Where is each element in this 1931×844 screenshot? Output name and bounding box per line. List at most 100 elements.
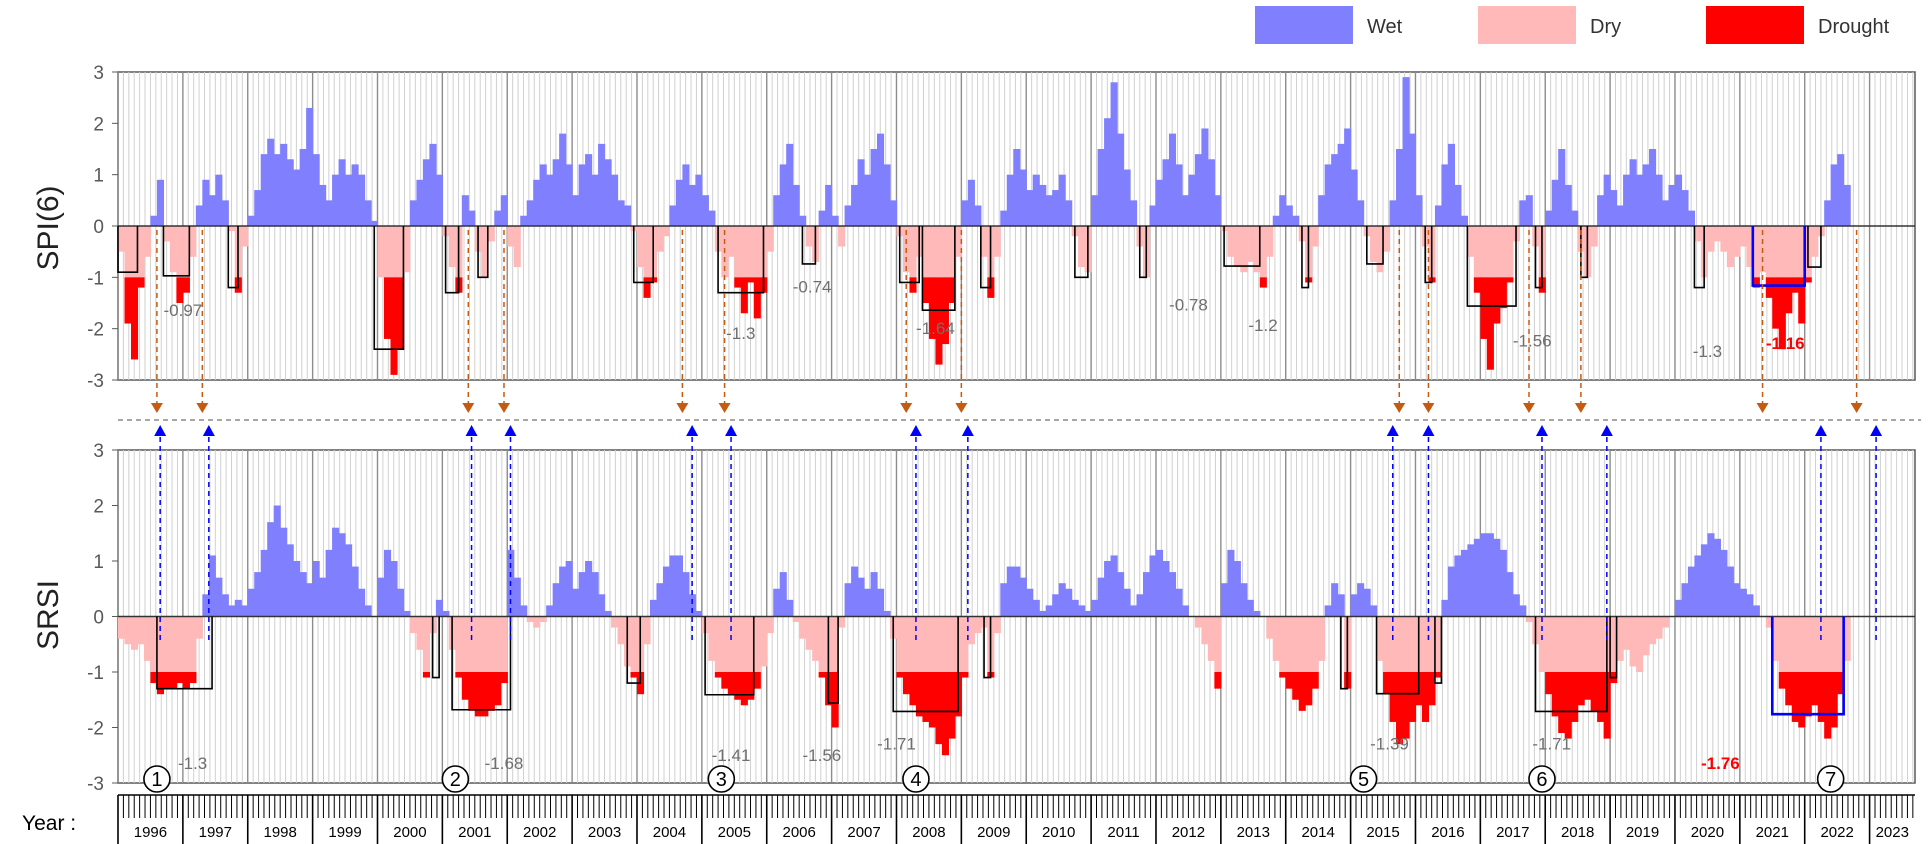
bar-dry (390, 226, 398, 278)
bar-dry (1396, 616, 1404, 672)
bar-dry (1778, 226, 1786, 278)
year-label: 2007 (847, 824, 880, 841)
bar-wet (202, 594, 210, 617)
bar-dry (189, 226, 197, 257)
bar-wet (1597, 195, 1605, 226)
bar-wet (312, 561, 320, 617)
bar-wet (1026, 190, 1034, 226)
bar-drought (1408, 672, 1417, 722)
bar-wet (306, 107, 314, 226)
year-label: 1996 (134, 824, 167, 841)
bar-dry (1713, 226, 1721, 242)
event-mean-label: -1.56 (1513, 332, 1552, 351)
bar-wet (383, 549, 392, 617)
bar-dry (760, 616, 768, 667)
bar-dry (721, 616, 729, 672)
bar-wet (591, 572, 599, 617)
bar-dry (1253, 226, 1261, 273)
bar-wet (1623, 174, 1631, 226)
bar-drought (909, 277, 917, 293)
bar-wet (325, 549, 333, 617)
bar-dry (1240, 226, 1248, 273)
y-tick-label: 3 (93, 63, 104, 84)
bar-wet (1460, 215, 1468, 226)
legend-label-dry: Dry (1590, 16, 1621, 38)
bar-wet (1396, 149, 1404, 226)
bar-dry (539, 616, 547, 623)
bar-wet (1026, 588, 1034, 617)
drought-event-line (1466, 226, 1517, 307)
bar-dry (1720, 226, 1728, 252)
bar-dry (1798, 616, 1806, 672)
bar-wet (364, 605, 372, 617)
bar-drought (1383, 672, 1391, 695)
bar-dry (838, 226, 846, 247)
bar-wet (1363, 588, 1371, 617)
bar-wet (1084, 610, 1092, 617)
bar-dry (1486, 226, 1494, 278)
bar-wet (422, 159, 430, 226)
bar-drought (1279, 672, 1287, 678)
bar-drought (494, 672, 502, 706)
bar-wet (1415, 195, 1423, 226)
event-number-circle (143, 765, 171, 793)
bar-wet (1052, 190, 1060, 226)
y-tick-label: -2 (87, 320, 104, 341)
legend-label-wet: Wet (1367, 16, 1403, 38)
bar-wet (831, 215, 839, 226)
event-number-circle (1528, 765, 1556, 793)
bar-dry (396, 226, 405, 278)
bar-wet (403, 610, 411, 617)
bar-wet (1130, 200, 1138, 226)
bar-drought (1493, 277, 1501, 324)
bar-drought (1428, 672, 1436, 706)
bar-wet (500, 195, 508, 226)
bar-drought (941, 672, 949, 756)
bar-wet (877, 133, 885, 226)
bar-drought (1499, 277, 1507, 309)
bar-wet (1168, 572, 1177, 617)
spi-arrowhead (1850, 403, 1863, 413)
bar-wet (1097, 149, 1105, 226)
bar-dry (1233, 226, 1241, 268)
bar-wet (280, 143, 288, 226)
bar-wet (1175, 164, 1183, 226)
bar-wet (241, 605, 249, 617)
year-label: 2009 (977, 824, 1010, 841)
bar-dry (838, 616, 846, 628)
bar-wet (1447, 143, 1455, 226)
year-label: 2021 (1756, 824, 1789, 841)
srsi-arrowhead (504, 425, 517, 436)
drought-event-line (983, 616, 992, 679)
bar-drought (1506, 277, 1514, 283)
bar-dry (474, 616, 482, 672)
event-mean-label: -1.41 (712, 746, 751, 765)
bar-dry (1694, 226, 1702, 242)
drought-event-line (980, 226, 992, 289)
bar-wet (1285, 205, 1293, 226)
bar-wet (1019, 169, 1027, 226)
bar-dry (805, 616, 813, 650)
event-mean-label: -1.76 (1701, 754, 1740, 773)
bar-dry (941, 226, 949, 278)
spi-arrowhead (1523, 403, 1536, 413)
bar-wet (1117, 572, 1125, 617)
bar-dry (993, 616, 1001, 634)
year-label: 2019 (1626, 824, 1659, 841)
srsi-arrowhead (1535, 425, 1548, 436)
y-tick-label: 1 (93, 166, 104, 187)
bar-wet (857, 577, 865, 617)
bar-dry (1584, 616, 1592, 672)
bar-dry (533, 616, 541, 628)
bar-wet (254, 190, 262, 226)
bar-wet (799, 215, 807, 226)
bar-wet (338, 159, 346, 226)
bar-drought (1837, 672, 1845, 695)
bar-drought (1558, 672, 1566, 734)
year-label: 2011 (1107, 824, 1139, 841)
bar-wet (565, 164, 573, 226)
year-label: 2004 (653, 824, 686, 841)
bar-drought (1778, 672, 1786, 689)
bar-wet (1512, 594, 1520, 617)
bar-wet (792, 184, 800, 226)
